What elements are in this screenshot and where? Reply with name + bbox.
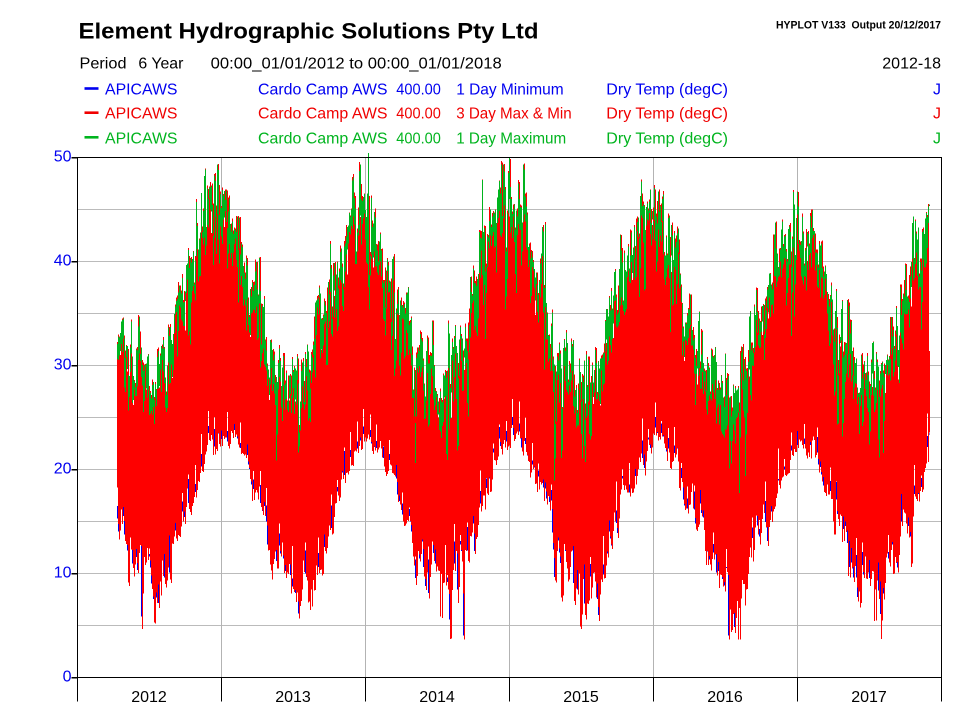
svg-text:400.00: 400.00 [396,82,441,99]
svg-text:Dry Temp (degC): Dry Temp (degC) [606,106,728,123]
svg-text:J: J [933,106,941,123]
svg-text:J: J [933,82,941,99]
svg-text:2014: 2014 [419,689,455,706]
svg-text:APICAWS: APICAWS [105,82,178,99]
svg-text:Element Hydrographic Solutions: Element Hydrographic Solutions Pty Ltd [79,18,539,43]
svg-text:1 Day Minimum: 1 Day Minimum [456,82,564,99]
svg-text:400.00: 400.00 [396,106,441,123]
svg-text:0: 0 [63,668,72,685]
svg-text:Dry Temp (degC): Dry Temp (degC) [606,82,728,99]
svg-text:1 Day Maximum: 1 Day Maximum [456,130,566,147]
svg-text:00:00_01/01/2012 to 00:00_01/0: 00:00_01/01/2012 to 00:00_01/01/2018 [211,56,502,73]
svg-text:2016: 2016 [707,689,743,706]
svg-text:J: J [933,130,941,147]
svg-text:2013: 2013 [275,689,311,706]
svg-text:6 Year: 6 Year [138,56,184,73]
svg-text:Period: Period [80,56,127,73]
svg-text:2012: 2012 [131,689,167,706]
svg-text:HYPLOT V133 Output 20/12/2017: HYPLOT V133 Output 20/12/2017 [776,20,941,32]
svg-text:Cardo Camp AWS: Cardo Camp AWS [258,130,388,147]
svg-text:Dry Temp (degC): Dry Temp (degC) [606,130,728,147]
svg-text:2012-18: 2012-18 [882,56,941,73]
svg-text:50: 50 [54,148,72,165]
svg-text:10: 10 [54,564,72,581]
svg-text:Cardo Camp AWS: Cardo Camp AWS [258,82,388,99]
svg-text:APICAWS: APICAWS [105,106,178,123]
svg-text:400.00: 400.00 [396,130,441,147]
svg-text:APICAWS: APICAWS [105,130,178,147]
svg-text:2017: 2017 [851,689,887,706]
svg-text:3 Day Max & Min: 3 Day Max & Min [456,106,572,123]
svg-text:Cardo Camp AWS: Cardo Camp AWS [258,106,388,123]
svg-text:20: 20 [54,460,72,477]
svg-text:40: 40 [54,252,72,269]
svg-text:2015: 2015 [563,689,599,706]
svg-text:30: 30 [54,356,72,373]
